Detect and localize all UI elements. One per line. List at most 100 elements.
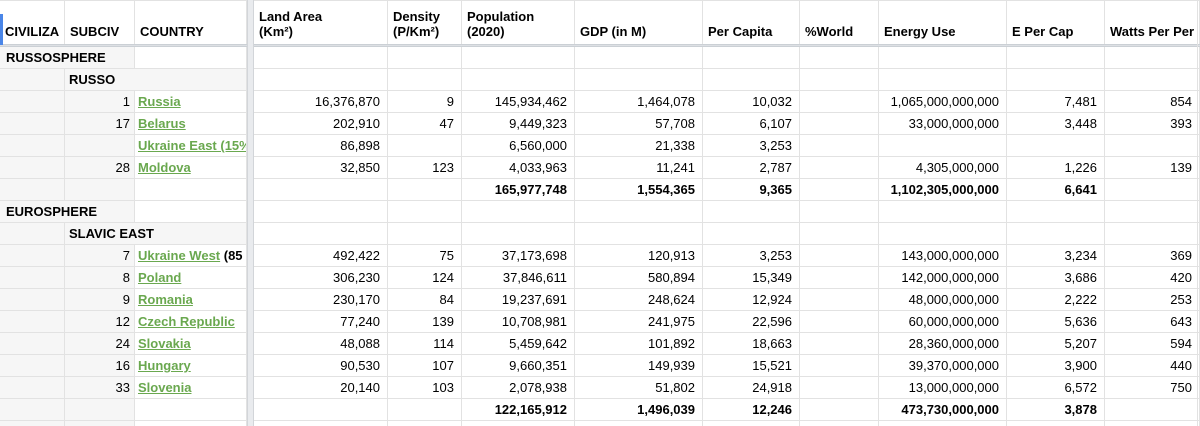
cell-world[interactable] [800, 245, 879, 266]
cell-percap[interactable]: 24,918 [703, 377, 800, 398]
cell-gdp[interactable]: 21,338 [575, 135, 703, 156]
civilization-group-label[interactable]: EUROSPHERE [0, 201, 135, 222]
cell-percap[interactable]: 15,521 [703, 355, 800, 376]
cell-epercap[interactable]: 3,900 [1007, 355, 1105, 376]
rank-cell[interactable] [65, 135, 135, 156]
country-link[interactable]: Slovakia [138, 336, 191, 351]
cell-percap[interactable]: 2,787 [703, 157, 800, 178]
rank-cell[interactable]: 17 [65, 113, 135, 134]
cell-civ[interactable] [0, 399, 65, 420]
cell-gdp[interactable]: 51,802 [575, 377, 703, 398]
country-link[interactable]: Poland [138, 270, 182, 285]
total-cell-density[interactable] [388, 179, 462, 200]
cell-epercap[interactable]: 7,481 [1007, 91, 1105, 112]
frozen-row-divider[interactable] [0, 44, 1200, 47]
total-cell-percap[interactable]: 9,365 [703, 179, 800, 200]
cell-civ[interactable] [0, 355, 65, 376]
rank-cell[interactable]: 12 [65, 311, 135, 332]
cell-watts[interactable]: 643 [1105, 311, 1200, 332]
country-cell[interactable]: Ukraine East (15% [135, 135, 247, 156]
cell-watts[interactable]: 420 [1105, 267, 1200, 288]
cell-land[interactable]: 32,850 [254, 157, 388, 178]
cell-gdp[interactable]: 120,913 [575, 245, 703, 266]
cell-percap[interactable] [703, 47, 800, 68]
total-cell-percap[interactable]: 12,246 [703, 399, 800, 420]
cell-watts[interactable]: 253 [1105, 289, 1200, 310]
cell-land[interactable] [254, 223, 388, 244]
total-cell-pop[interactable]: 165,977,748 [462, 179, 575, 200]
country-cell[interactable]: Czech Republic [135, 311, 247, 332]
total-cell-watts[interactable] [1105, 399, 1200, 420]
cell-epercap[interactable]: 6,572 [1007, 377, 1105, 398]
cell-civ[interactable] [0, 377, 65, 398]
cell-world[interactable] [800, 377, 879, 398]
column-header-density[interactable]: Density (P/Km²) [388, 1, 462, 44]
column-header-subciv[interactable]: SUBCIV [65, 1, 135, 44]
cell-energy[interactable] [879, 223, 1007, 244]
cell-land[interactable] [254, 69, 388, 90]
cell-country[interactable] [135, 399, 247, 420]
cell-epercap[interactable] [1007, 47, 1105, 68]
cell-land[interactable] [254, 201, 388, 222]
cell-density[interactable]: 84 [388, 289, 462, 310]
cell-epercap[interactable]: 3,448 [1007, 113, 1105, 134]
country-cell[interactable]: Poland [135, 267, 247, 288]
column-header-country[interactable]: COUNTRY [135, 1, 247, 44]
country-link[interactable]: Russia [138, 94, 181, 109]
rank-cell[interactable]: 16 [65, 355, 135, 376]
rank-cell[interactable]: 7 [65, 245, 135, 266]
cell-pop[interactable] [462, 421, 575, 426]
cell-watts[interactable]: 594 [1105, 333, 1200, 354]
cell-civ[interactable] [0, 421, 65, 426]
rank-cell[interactable]: 33 [65, 377, 135, 398]
cell-world[interactable] [800, 289, 879, 310]
cell-percap[interactable] [703, 421, 800, 426]
cell-gdp[interactable]: 101,892 [575, 333, 703, 354]
cell-pop[interactable]: 6,560,000 [462, 135, 575, 156]
cell-pop[interactable]: 4,033,963 [462, 157, 575, 178]
cell-energy[interactable]: 4,305,000,000 [879, 157, 1007, 178]
cell-percap[interactable] [703, 223, 800, 244]
frozen-column-divider[interactable] [247, 0, 254, 426]
rank-cell[interactable]: 24 [65, 333, 135, 354]
cell-civ[interactable] [0, 91, 65, 112]
rank-cell[interactable]: 8 [65, 267, 135, 288]
country-link[interactable]: Ukraine East (15% [138, 138, 247, 153]
cell-world[interactable] [800, 311, 879, 332]
country-cell[interactable]: Moldova [135, 157, 247, 178]
cell-percap[interactable]: 6,107 [703, 113, 800, 134]
rank-cell[interactable]: 1 [65, 91, 135, 112]
cell-civ[interactable] [0, 113, 65, 134]
cell-gdp[interactable]: 580,894 [575, 267, 703, 288]
cell-world[interactable] [800, 157, 879, 178]
cell-pop[interactable]: 9,660,351 [462, 355, 575, 376]
cell-gdp[interactable]: 149,939 [575, 355, 703, 376]
cell-subciv[interactable] [65, 421, 135, 426]
cell-civ[interactable] [0, 69, 65, 90]
cell-world[interactable] [800, 333, 879, 354]
cell-epercap[interactable] [1007, 421, 1105, 426]
cell-density[interactable] [388, 69, 462, 90]
cell-epercap[interactable]: 5,636 [1007, 311, 1105, 332]
cell-energy[interactable]: 142,000,000,000 [879, 267, 1007, 288]
country-cell[interactable]: Romania [135, 289, 247, 310]
cell-land[interactable]: 230,170 [254, 289, 388, 310]
cell-civ[interactable] [0, 289, 65, 310]
cell-density[interactable]: 139 [388, 311, 462, 332]
cell-world[interactable] [800, 113, 879, 134]
cell-land[interactable]: 90,530 [254, 355, 388, 376]
cell-country[interactable] [135, 421, 247, 426]
cell-land[interactable]: 48,088 [254, 333, 388, 354]
cell-pop[interactable]: 37,173,698 [462, 245, 575, 266]
cell-watts[interactable] [1105, 421, 1200, 426]
column-header-world[interactable]: %World [800, 1, 879, 44]
country-link[interactable]: Czech Republic [138, 314, 235, 329]
total-cell-world[interactable] [800, 179, 879, 200]
country-cell[interactable]: Slovakia [135, 333, 247, 354]
cell-density[interactable]: 47 [388, 113, 462, 134]
cell-density[interactable] [388, 135, 462, 156]
country-link[interactable]: Slovenia [138, 380, 192, 395]
cell-land[interactable] [254, 47, 388, 68]
cell-pop[interactable] [462, 223, 575, 244]
cell-gdp[interactable] [575, 201, 703, 222]
